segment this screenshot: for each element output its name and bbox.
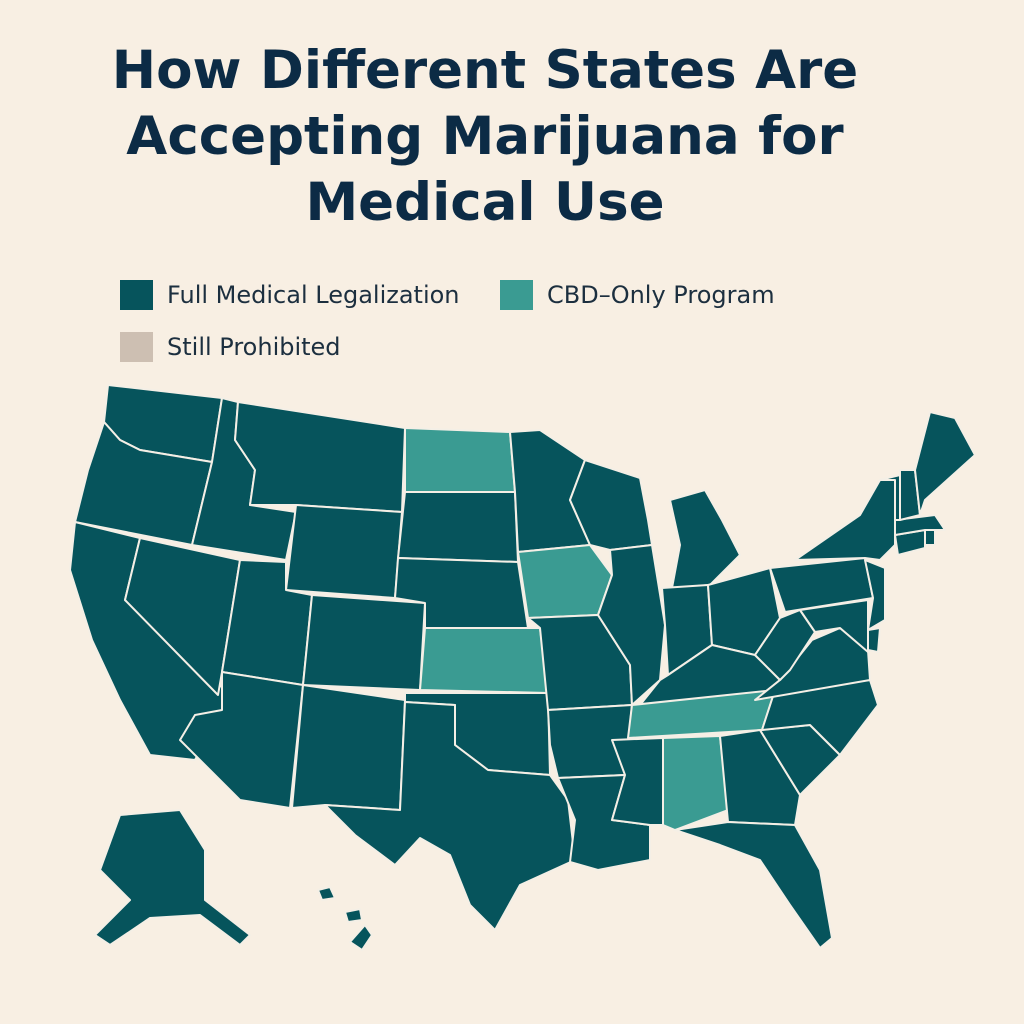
state-florida: [674, 821, 833, 949]
state-hawaii: [317, 886, 373, 951]
legend-item-cbd: CBD–Only Program: [500, 280, 775, 310]
title-line-3: Medical Use: [305, 172, 665, 233]
state-maine: [914, 411, 976, 516]
state-north-dakota: [404, 427, 516, 493]
state-montana: [234, 401, 406, 513]
legend-label-cbd: CBD–Only Program: [547, 281, 775, 309]
legend-label-full: Full Medical Legalization: [167, 281, 460, 309]
us-map: [69, 384, 976, 951]
state-massachusetts: [894, 514, 946, 536]
legend-swatch-prohibited: [120, 332, 153, 362]
state-kansas: [419, 627, 549, 694]
state-new-jersey: [864, 559, 886, 631]
state-maryland: [799, 599, 869, 653]
map-title: How Different States Are Accepting Marij…: [60, 38, 910, 236]
state-new-mexico: [291, 684, 406, 811]
state-alaska: [94, 809, 251, 946]
legend-item-prohibited: Still Prohibited: [120, 332, 341, 362]
state-colorado: [302, 594, 426, 691]
state-south-dakota: [397, 491, 519, 563]
state-wyoming: [285, 504, 403, 599]
state-michigan: [669, 489, 741, 589]
legend-item-full: Full Medical Legalization: [120, 280, 460, 310]
state-iowa: [517, 544, 613, 619]
state-georgia: [719, 729, 801, 826]
state-alabama: [662, 735, 729, 831]
state-delaware: [867, 627, 881, 653]
state-rhode-island: [924, 529, 936, 546]
state-vermont: [879, 474, 901, 521]
title-line-2: Accepting Marijuana for: [126, 106, 844, 167]
title-line-1: How Different States Are: [111, 40, 859, 101]
state-nevada: [124, 537, 241, 696]
legend-label-prohibited: Still Prohibited: [167, 333, 341, 361]
state-new-york: [794, 479, 896, 561]
legend: Full Medical Legalization CBD–Only Progr…: [120, 280, 920, 370]
legend-swatch-full: [120, 280, 153, 310]
legend-swatch-cbd: [500, 280, 533, 310]
